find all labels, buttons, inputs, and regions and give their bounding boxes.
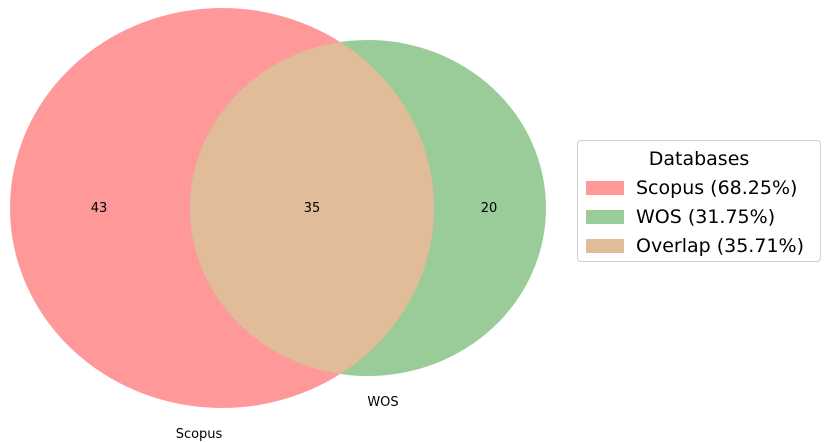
scopus-set-label: Scopus [176,427,223,442]
legend-label-scopus: Scopus (68.25%) [636,176,798,199]
wos-only-count: 20 [481,201,498,216]
legend-entry-overlap: Overlap (35.71%) [586,231,812,260]
legend-entry-scopus: Scopus (68.25%) [586,173,812,202]
legend-swatch-scopus [586,180,624,195]
legend-title: Databases [648,148,750,170]
legend-label-overlap: Overlap (35.71%) [636,234,804,257]
legend-label-wos: WOS (31.75%) [636,205,776,228]
overlap-region [190,40,434,376]
legend: Databases Scopus (68.25%) WOS (31.75%) O… [577,140,821,262]
wos-set-label: WOS [367,395,398,410]
overlap-count: 35 [304,201,321,216]
scopus-only-count: 43 [91,201,108,216]
legend-swatch-overlap [586,238,624,253]
legend-swatch-wos [586,209,624,224]
legend-entry-wos: WOS (31.75%) [586,202,812,231]
